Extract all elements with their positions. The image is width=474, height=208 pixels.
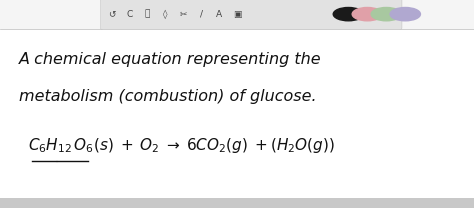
- Circle shape: [371, 7, 401, 21]
- Circle shape: [390, 7, 420, 21]
- Text: $\mathit{C_6H_{12}\,O_6(s)\;+\;O_2\;\rightarrow\;6CO_2(g)\;+(H_2O(g))}$: $\mathit{C_6H_{12}\,O_6(s)\;+\;O_2\;\rig…: [28, 136, 336, 155]
- Text: /: /: [200, 10, 203, 19]
- Text: C: C: [126, 10, 133, 19]
- Circle shape: [352, 7, 383, 21]
- Text: A: A: [217, 10, 222, 19]
- Text: ⤳: ⤳: [145, 10, 150, 19]
- Text: metabolism (combustion) of glucose.: metabolism (combustion) of glucose.: [19, 89, 317, 104]
- FancyBboxPatch shape: [100, 0, 402, 30]
- Bar: [0, 29, 474, 198]
- Text: A chemical equation representing the: A chemical equation representing the: [19, 52, 321, 67]
- Text: ↺: ↺: [108, 10, 115, 19]
- Circle shape: [333, 7, 364, 21]
- Text: ✂: ✂: [180, 10, 187, 19]
- Text: ▣: ▣: [233, 10, 242, 19]
- Bar: [0, 198, 474, 208]
- Text: ◊: ◊: [163, 10, 168, 19]
